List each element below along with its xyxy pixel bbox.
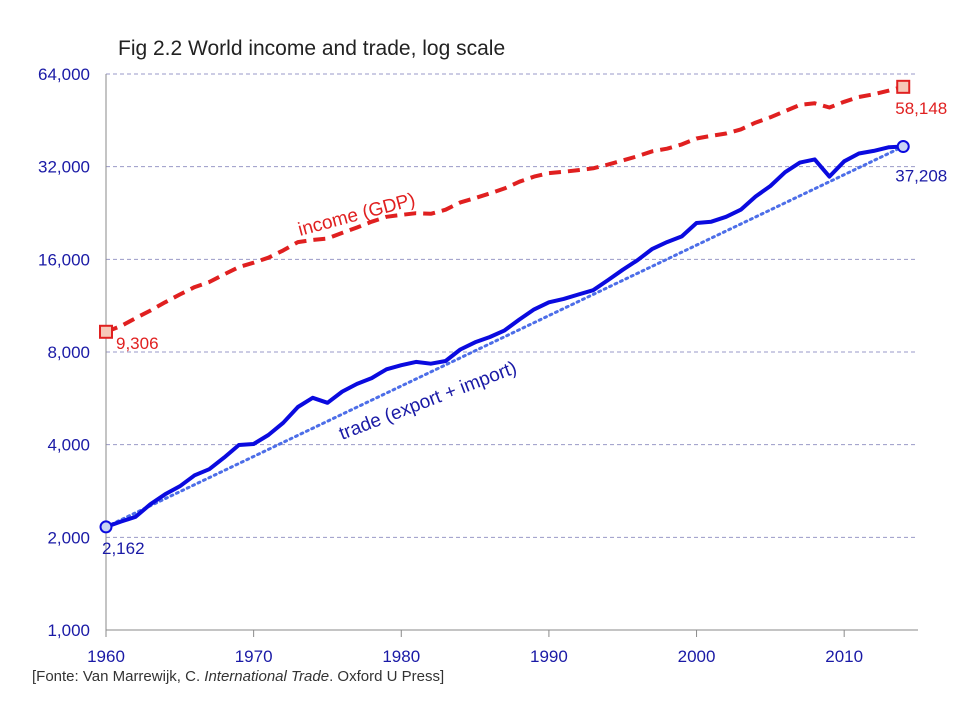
x-tick-label-2010: 2010	[825, 647, 863, 666]
source-prefix: [Fonte: Van Marrewijk, C.	[32, 668, 205, 685]
series-layer	[99, 79, 911, 534]
trade-trend-line	[104, 145, 905, 529]
x-tick-label-1990: 1990	[530, 647, 568, 666]
trade-end-marker	[896, 140, 910, 154]
trade-series-name: trade (export + import)	[336, 358, 520, 445]
y-tick-label-8000: 8,000	[47, 343, 90, 362]
grid-lines	[106, 73, 918, 538]
x-tick-label-2000: 2000	[678, 647, 716, 666]
x-tick-label-1960: 1960	[87, 647, 125, 666]
y-tick-label-4000: 4,000	[47, 436, 90, 455]
gdp-start-marker	[99, 324, 113, 339]
y-tick-label-64000: 64,000	[38, 65, 90, 84]
gdp-end-marker	[896, 79, 911, 94]
trade-start-marker	[99, 520, 113, 534]
y-axis-ticks: 1,000 2,000 4,000 8,000 16,000 32,000 64,000	[38, 65, 90, 640]
x-tick-label-1970: 1970	[235, 647, 273, 666]
source-suffix: . Oxford U Press]	[329, 668, 445, 685]
trade-start-label: 2,162	[102, 539, 145, 558]
y-tick-label-1000: 1,000	[47, 621, 90, 640]
x-axis-ticks: 1960 1970 1980 1990 2000 2010	[87, 647, 863, 666]
gdp-series-line	[105, 84, 904, 334]
y-tick-label-2000: 2,000	[47, 528, 90, 547]
y-tick-label-32000: 32,000	[38, 158, 90, 177]
axes	[105, 74, 918, 637]
trade-end-label: 37,208	[895, 167, 947, 186]
gdp-series-name: income (GDP)	[296, 189, 418, 240]
x-tick-label-1980: 1980	[382, 647, 420, 666]
trade-series-line	[105, 144, 904, 529]
gdp-start-label: 9,306	[116, 334, 159, 353]
y-tick-label-16000: 16,000	[38, 250, 90, 269]
source-italic: International Trade	[204, 668, 330, 685]
gdp-end-label: 58,148	[895, 99, 947, 118]
source-note: [Fonte: Van Marrewijk, C. International …	[32, 668, 444, 685]
chart-title: Fig 2.2 World income and trade, log scal…	[118, 37, 505, 60]
